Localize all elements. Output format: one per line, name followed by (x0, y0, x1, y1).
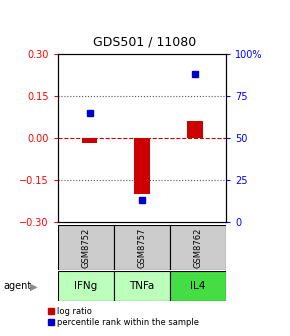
Bar (114, 225, 170, 270)
Text: IFNg: IFNg (75, 281, 98, 291)
Text: GSM8757: GSM8757 (137, 227, 147, 268)
Text: GSM8752: GSM8752 (81, 228, 90, 268)
Text: agent: agent (3, 281, 31, 291)
Text: ▶: ▶ (30, 281, 38, 291)
Bar (187, 121, 202, 138)
Legend: log ratio, percentile rank within the sample: log ratio, percentile rank within the sa… (48, 306, 199, 327)
Bar (134, 138, 150, 194)
Bar (170, 225, 226, 270)
Bar (58, 225, 114, 270)
Text: IL4: IL4 (191, 281, 206, 291)
Bar (170, 271, 226, 301)
Text: GSM8762: GSM8762 (194, 227, 203, 268)
Text: TNFa: TNFa (129, 281, 155, 291)
Bar (114, 271, 170, 301)
Bar (82, 138, 97, 143)
Bar (58, 271, 114, 301)
Text: GDS501 / 11080: GDS501 / 11080 (93, 36, 197, 49)
